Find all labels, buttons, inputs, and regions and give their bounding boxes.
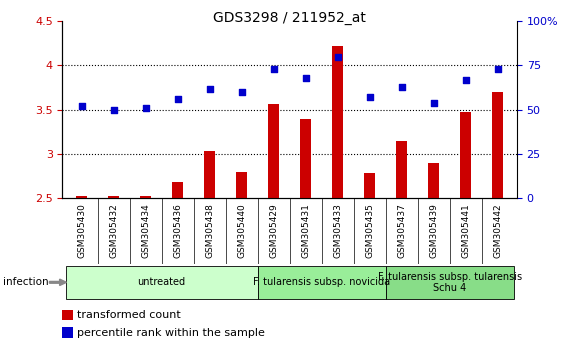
- Bar: [396, 141, 407, 354]
- Point: [205, 86, 214, 91]
- Text: GSM305441: GSM305441: [461, 204, 470, 258]
- Point: [429, 100, 438, 105]
- Bar: [332, 46, 343, 354]
- Bar: [108, 196, 119, 354]
- Text: percentile rank within the sample: percentile rank within the sample: [77, 328, 265, 338]
- Text: GSM305440: GSM305440: [237, 204, 246, 258]
- Text: GDS3298 / 211952_at: GDS3298 / 211952_at: [213, 11, 366, 25]
- Text: F. tularensis subsp. tularensis
Schu 4: F. tularensis subsp. tularensis Schu 4: [378, 272, 522, 293]
- Text: GSM305429: GSM305429: [269, 204, 278, 258]
- Point: [301, 75, 310, 81]
- Bar: [258, 266, 386, 299]
- Text: GSM305437: GSM305437: [397, 204, 406, 258]
- Text: infection: infection: [3, 277, 48, 287]
- Point: [237, 89, 246, 95]
- Text: GSM305439: GSM305439: [429, 204, 438, 258]
- Text: GSM305442: GSM305442: [493, 204, 502, 258]
- Bar: [76, 196, 87, 354]
- Text: transformed count: transformed count: [77, 310, 181, 320]
- Text: GSM305432: GSM305432: [109, 204, 118, 258]
- Point: [365, 95, 374, 100]
- Point: [333, 54, 343, 59]
- Bar: [300, 119, 311, 354]
- Text: F. tularensis subsp. novicida: F. tularensis subsp. novicida: [253, 277, 390, 287]
- Point: [269, 66, 278, 72]
- Bar: [428, 163, 439, 354]
- Text: GSM305433: GSM305433: [333, 204, 342, 258]
- Point: [109, 107, 118, 113]
- Point: [173, 96, 182, 102]
- Bar: [236, 172, 247, 354]
- Point: [461, 77, 470, 82]
- Bar: [386, 266, 513, 299]
- Point: [141, 105, 150, 111]
- Text: GSM305435: GSM305435: [365, 204, 374, 258]
- Bar: [492, 92, 503, 354]
- Text: untreated: untreated: [137, 277, 186, 287]
- Text: GSM305434: GSM305434: [141, 204, 150, 258]
- Text: GSM305438: GSM305438: [205, 204, 214, 258]
- Text: GSM305431: GSM305431: [301, 204, 310, 258]
- Text: GSM305430: GSM305430: [77, 204, 86, 258]
- Point: [493, 66, 502, 72]
- Point: [397, 84, 406, 90]
- Bar: [268, 104, 279, 354]
- Text: GSM305436: GSM305436: [173, 204, 182, 258]
- Bar: [204, 152, 215, 354]
- Bar: [172, 182, 183, 354]
- Bar: [460, 112, 471, 354]
- Point: [77, 103, 86, 109]
- Bar: [364, 173, 375, 354]
- Bar: [140, 196, 151, 354]
- Bar: [66, 266, 258, 299]
